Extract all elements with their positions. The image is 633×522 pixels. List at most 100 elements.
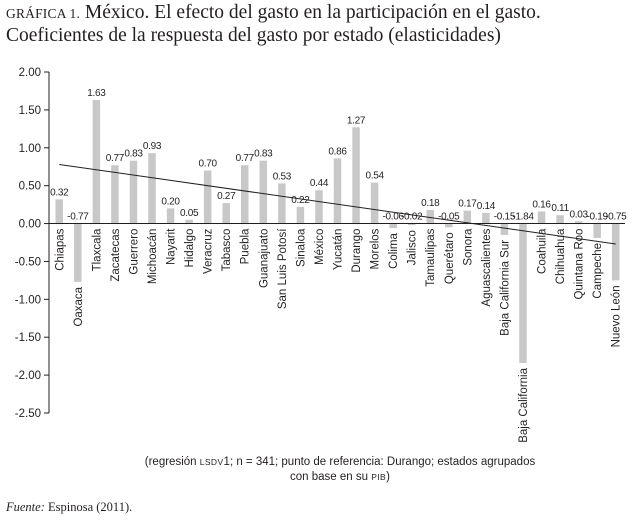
data-label: 0.11 [551,203,569,214]
bar [259,160,268,224]
bar [241,165,249,224]
y-tick-label: 1.50 [19,105,41,117]
data-label: 0.44 [310,178,329,189]
source-text: Espinosa (2011). [44,500,133,514]
category-label: Aguascalientes [481,228,493,306]
category-label: Puebla [240,228,252,264]
note-text-1: (regresión [144,456,200,468]
bar [556,215,564,224]
data-label: 0.14 [477,201,496,212]
y-tick-label: 0.50 [19,181,41,193]
bar [463,210,472,224]
bar [222,203,230,224]
bar [407,223,416,226]
y-tick-label: -2.50 [15,408,41,420]
bar [482,212,490,224]
bar [148,153,156,224]
source-label: Fuente: [6,500,45,514]
bar [574,221,583,224]
y-tick-label: -1.00 [15,294,41,306]
category-label: Sonora [462,228,474,266]
bar [203,170,212,224]
category-label: Durango [351,229,363,273]
data-label: 0.20 [161,196,180,207]
bar [593,223,601,238]
bar [500,223,509,235]
category-label: Oaxaca [73,286,85,326]
data-label: 0.32 [50,187,69,198]
category-label: Chihuahua [555,228,567,284]
data-label: -1.84 [512,212,534,223]
y-tick-label: 0.00 [19,219,41,231]
bar [426,209,434,224]
category-label: Campeche [592,243,604,299]
data-label: -0.15 [494,212,516,223]
bar [519,223,527,363]
category-label: Querétaro [444,232,456,284]
category-label: Michoacán [147,229,159,285]
data-label: 0.70 [199,159,218,170]
bar [185,219,193,224]
category-label: Chiapas [54,228,66,270]
data-label: 0.83 [124,149,143,160]
category-label: Coahuila [537,228,549,274]
source-line: Fuente: Espinosa (2011). [6,500,132,515]
category-label: Tlaxcala [91,228,103,271]
bar [352,127,360,224]
category-label: Sinaloa [295,228,307,267]
data-label: -0.75 [605,212,627,223]
data-label: 0.53 [273,171,292,182]
data-label: 0.77 [106,153,125,164]
data-label: 0.83 [254,149,273,160]
category-label: Baja California [518,367,530,442]
y-tick-label: 2.00 [19,67,41,79]
data-label: -0.19 [587,212,609,223]
chart-title: GRÁFICA 1. México. El efecto del gasto e… [6,2,628,47]
category-label: Veracruz [203,228,215,274]
note-text-3: con base en su [290,471,372,483]
category-label: Tamaulipas [425,228,437,286]
data-label: 0.16 [532,199,551,210]
y-tick-label: -0.50 [15,256,41,268]
data-label: -0.05 [438,212,460,223]
category-label: Zacatecas [110,228,122,281]
category-label: Quintana Roo [574,229,586,300]
data-label: -0.77 [67,212,89,223]
note-text-2: 1; n = 341; punto de referencia: Durango… [223,456,536,468]
category-label: Nayarit [166,228,178,265]
bar [315,190,323,224]
data-label: 0.77 [236,153,255,164]
category-label: México [314,229,326,265]
bar [296,206,305,224]
bar [166,208,175,224]
chart-number-label: GRÁFICA 1. [6,6,81,21]
category-label: Jalisco [407,230,419,265]
y-tick-label: 1.00 [19,143,41,155]
title-line-2: Coeficientes de la respuesta del gasto p… [6,25,501,46]
chart-note: (regresión LSDV1; n = 341; punto de refe… [60,455,620,485]
data-label: 0.03 [569,209,588,220]
category-label: Nuevo León [611,285,623,347]
note-abbrev-lsdv: LSDV [199,457,224,467]
category-label: San Luis Potosí [277,228,289,309]
bar [92,100,101,224]
y-tick-label: -2.00 [15,370,41,382]
data-label: -0.02 [401,212,423,223]
data-label: 0.17 [458,199,477,210]
data-label: 0.22 [291,195,310,206]
category-label: Morelos [370,228,382,269]
bar [445,223,453,228]
bar [389,223,397,229]
data-label: 0.05 [180,208,199,219]
bar [55,199,64,224]
bar [370,182,379,224]
data-label: 0.86 [328,146,347,157]
bar-chart: 2.00 1.50 1.00 0.50 0.00 -0.50 -1.00 -1.50 -2.00… [15,67,628,443]
title-line-1: México. El efecto del gasto en la partic… [84,2,541,23]
data-label: 0.18 [421,198,440,209]
category-label: Colima [388,233,400,269]
bar [611,223,620,281]
category-label: Yucatán [333,229,345,271]
category-label: Baja California Sur [499,240,511,336]
bar [129,160,138,224]
